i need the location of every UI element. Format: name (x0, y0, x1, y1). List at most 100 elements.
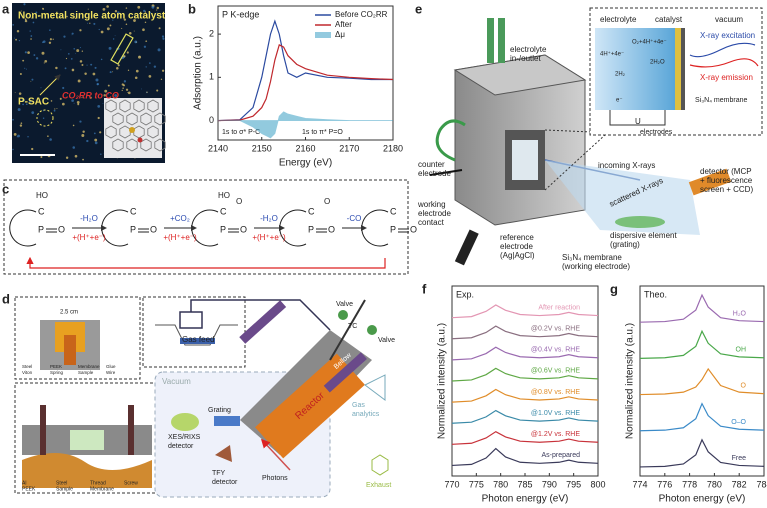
note: 1s to σ* P-C (222, 129, 260, 136)
legend-swatch (315, 32, 331, 38)
label: electrolyte (510, 45, 547, 54)
speckle (42, 41, 44, 44)
speckle (19, 100, 21, 102)
y-axis-label: Normalized intensity (a.u.) (625, 323, 636, 439)
speckle (22, 99, 25, 102)
speckle (93, 132, 96, 135)
speckle (49, 38, 52, 41)
speckle (93, 22, 96, 25)
speckle (33, 54, 36, 56)
speckle (99, 131, 102, 134)
label: in-/outlet (510, 54, 541, 63)
speckle (134, 76, 138, 80)
speckle (82, 130, 85, 133)
series-label: @0.6V vs. RHE (531, 368, 580, 375)
speckle (24, 51, 27, 54)
x-tick-label: 800 (590, 479, 605, 489)
y-axis-label: Normalized intensity (a.u.) (437, 323, 448, 439)
y-tick-label: 1 (209, 72, 214, 82)
label: Steel (22, 364, 32, 369)
plot-frame (639, 285, 765, 477)
speckle (22, 59, 25, 62)
line (451, 388, 599, 403)
speckle (86, 64, 88, 66)
speckle (14, 92, 16, 93)
speckle (81, 50, 84, 52)
label: Si₃N₄ membrane (695, 97, 747, 104)
label: C (130, 206, 137, 216)
speckle (60, 49, 62, 51)
speckle (79, 120, 82, 123)
speckle (79, 60, 83, 63)
legend-label: Before CO₂RR (335, 10, 388, 19)
series-label: H₂O (733, 310, 747, 317)
speckle (17, 108, 21, 112)
speckle (19, 124, 23, 127)
series-label: @0.4V vs. RHE (531, 347, 580, 354)
label: Sample (78, 370, 94, 375)
speckle (30, 38, 32, 40)
label: X-ray emission (700, 73, 753, 82)
label: C (308, 206, 315, 216)
speckle (103, 94, 106, 97)
label: Wire (106, 370, 116, 375)
speckle (114, 94, 118, 97)
x-tick-label: 774 (632, 479, 647, 489)
speckle (42, 117, 45, 119)
label: -H₂O (80, 214, 98, 223)
label: 4H⁺+4e⁻ (600, 51, 624, 58)
speckle (31, 111, 35, 115)
speckle (112, 19, 114, 21)
line (217, 44, 394, 122)
speckle (75, 53, 76, 55)
x-tick-label: 795 (566, 479, 581, 489)
speckle (31, 78, 34, 81)
speckle (160, 78, 163, 81)
label: +(H⁺+e⁻) (163, 233, 197, 242)
annotation: Theo. (644, 289, 667, 299)
speckle (12, 148, 14, 151)
x-tick-label: 2140 (208, 143, 228, 153)
label: +(H⁺+e⁻) (252, 233, 286, 242)
speckle (100, 58, 103, 61)
speckle (20, 10, 22, 12)
electrolyte-region (595, 28, 675, 110)
speckle (108, 46, 112, 50)
speckle (12, 23, 15, 26)
inset-box (142, 296, 246, 368)
label: (working electrode) (562, 262, 630, 271)
label: detector (168, 443, 194, 450)
line (451, 325, 599, 340)
speckle (144, 21, 147, 24)
label: Spring (50, 370, 64, 375)
speckle (30, 17, 32, 19)
speckle (73, 102, 75, 104)
speckle (127, 69, 130, 71)
label: Non-metal single atom catalyst (18, 11, 166, 22)
speckle (65, 57, 68, 60)
speckle (121, 83, 124, 86)
speckle (25, 103, 28, 106)
speckle (74, 17, 77, 20)
label: e⁻ (616, 98, 623, 104)
cycle-arrow (26, 256, 386, 269)
speckle (102, 8, 106, 11)
speckle (162, 37, 165, 40)
speckle (148, 74, 152, 78)
label: PEEK (22, 486, 36, 492)
label: P (390, 224, 396, 234)
speckle (89, 96, 92, 99)
label: 2.5 cm (60, 310, 78, 316)
x-tick-label: 2170 (339, 143, 359, 153)
label: HO (36, 191, 48, 200)
label: Al (22, 480, 26, 486)
inset-box (14, 296, 141, 380)
x-tick-label: 2160 (295, 143, 315, 153)
speckle (71, 34, 73, 36)
x-tick-label: 775 (469, 479, 484, 489)
speckle (52, 38, 54, 40)
label: P (130, 224, 136, 234)
lattice (105, 99, 166, 152)
speckle (49, 138, 52, 141)
